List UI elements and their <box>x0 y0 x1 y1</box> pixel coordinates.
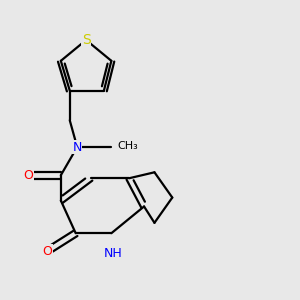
Text: CH₃: CH₃ <box>117 140 138 151</box>
Text: NH: NH <box>103 247 122 260</box>
Text: O: O <box>23 169 33 182</box>
Text: S: S <box>82 33 91 47</box>
Text: O: O <box>43 244 52 258</box>
Text: N: N <box>73 140 82 154</box>
